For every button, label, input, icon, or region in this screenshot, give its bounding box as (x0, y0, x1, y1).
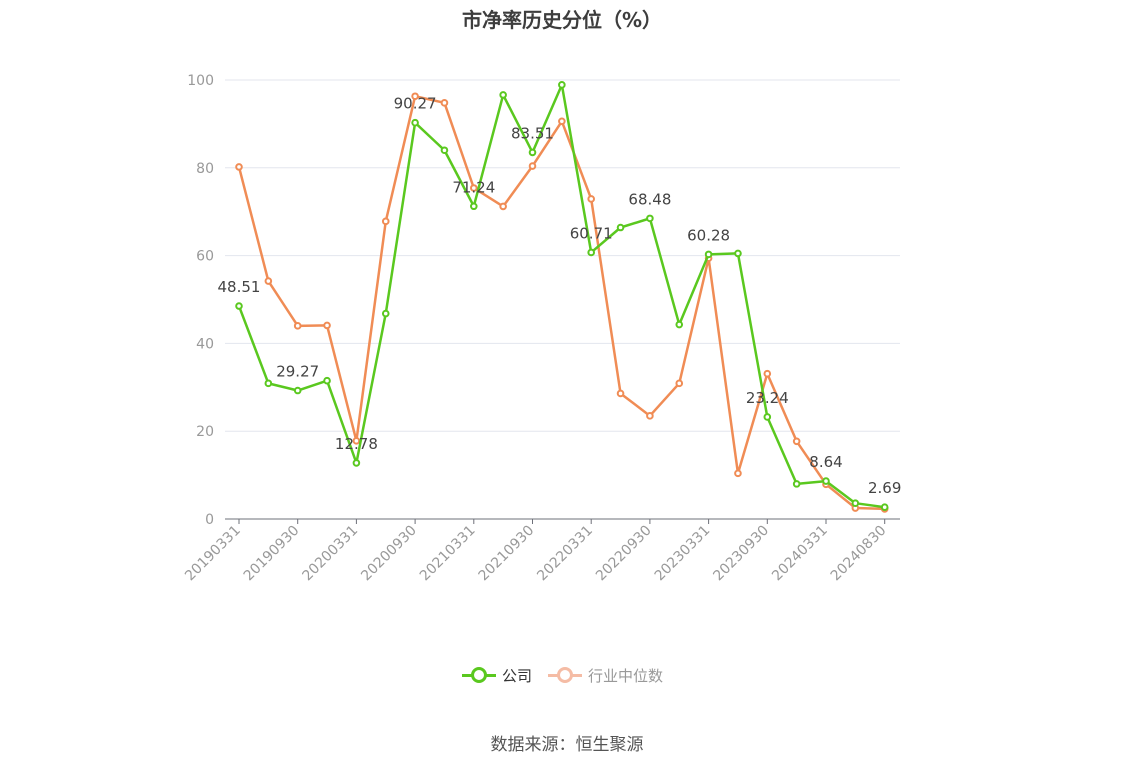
data-point-company (763, 413, 772, 421)
y-tick-label: 60 (196, 249, 214, 265)
y-tick-label: 100 (187, 73, 214, 89)
data-point-industry (323, 321, 331, 330)
data-label: 90.27 (394, 95, 437, 113)
x-tick-label: 20200930 (358, 523, 420, 585)
data-point-company (616, 223, 625, 232)
data-label: 83.51 (511, 124, 554, 142)
data-point-company (528, 148, 537, 157)
data-point-company (381, 309, 390, 318)
data-point-industry (675, 379, 684, 388)
data-point-company (587, 248, 596, 257)
data-point-company (470, 202, 478, 211)
data-point-industry (734, 469, 742, 478)
x-tick-label: 20230331 (652, 523, 714, 585)
legend-label-industry: 行业中位数 (588, 666, 664, 685)
data-point-industry (792, 437, 801, 446)
x-tick-label: 20200331 (300, 523, 362, 585)
data-label: 60.28 (687, 226, 730, 244)
data-point-industry (528, 162, 537, 170)
industry-legend-icon (548, 664, 583, 686)
data-point-company (851, 499, 860, 507)
data-point-industry (470, 184, 478, 192)
data-point-industry (352, 437, 361, 445)
data-point-industry (558, 117, 566, 126)
x-tick-label: 20240331 (769, 523, 831, 585)
legend-label-company: 公司 (502, 666, 533, 685)
data-point-company (352, 459, 361, 467)
data-point-company (792, 480, 801, 488)
data-point-industry (381, 217, 390, 226)
legend-item-company[interactable]: 公司 (462, 664, 532, 686)
data-point-industry (587, 195, 596, 203)
data-source: 数据来源：恒生聚源 (490, 735, 644, 755)
x-tick-label: 20210930 (476, 523, 538, 585)
data-point-company (411, 118, 419, 127)
y-tick-label: 80 (196, 161, 214, 177)
data-point-industry (499, 202, 507, 211)
x-tick-label: 20190331 (182, 523, 244, 585)
data-label: 23.24 (746, 389, 789, 407)
data-point-company (822, 477, 830, 485)
data-point-company (704, 250, 713, 259)
data-point-industry (264, 277, 273, 285)
data-point-company (675, 320, 684, 329)
data-point-company (499, 91, 507, 99)
company-legend-icon (462, 664, 496, 686)
y-tick-label: 0 (205, 512, 214, 528)
data-point-company (323, 376, 331, 385)
x-tick-label: 20230930 (710, 523, 772, 585)
data-point-industry (763, 369, 772, 378)
data-point-company (558, 81, 566, 89)
data-label: 8.64 (809, 453, 842, 471)
x-tick-label: 20220331 (534, 523, 596, 585)
legend-item-industry[interactable]: 行业中位数 (548, 664, 663, 686)
data-point-company (880, 503, 889, 511)
data-label: 2.69 (868, 479, 901, 497)
x-tick-label: 20190930 (241, 523, 303, 585)
y-tick-label: 20 (196, 424, 214, 440)
chart-title: 市净率历史分位（%） (461, 8, 663, 32)
x-tick-label: 20240830 (828, 523, 890, 585)
data-point-industry (440, 99, 449, 107)
legend: 公司 行业中位数 (462, 664, 679, 686)
data-point-industry (235, 163, 243, 171)
data-label: 12.78 (335, 435, 378, 453)
data-point-industry (293, 322, 302, 330)
data-point-company (440, 146, 449, 155)
data-label: 29.27 (276, 363, 319, 381)
data-label: 48.51 (218, 278, 261, 296)
data-point-company (264, 379, 273, 388)
data-point-company (734, 249, 742, 258)
data-point-industry (411, 92, 419, 101)
data-label: 68.48 (628, 190, 671, 208)
x-tick-label: 20220930 (593, 523, 655, 585)
data-point-industry (616, 389, 625, 398)
x-tick-label: 20210331 (417, 523, 479, 585)
data-label: 71.24 (452, 178, 495, 196)
y-tick-label: 40 (196, 336, 214, 352)
data-label: 60.71 (570, 224, 613, 242)
data-point-company (293, 386, 302, 395)
data-point-industry (646, 412, 654, 420)
data-point-company (235, 302, 243, 310)
data-point-company (646, 214, 654, 223)
